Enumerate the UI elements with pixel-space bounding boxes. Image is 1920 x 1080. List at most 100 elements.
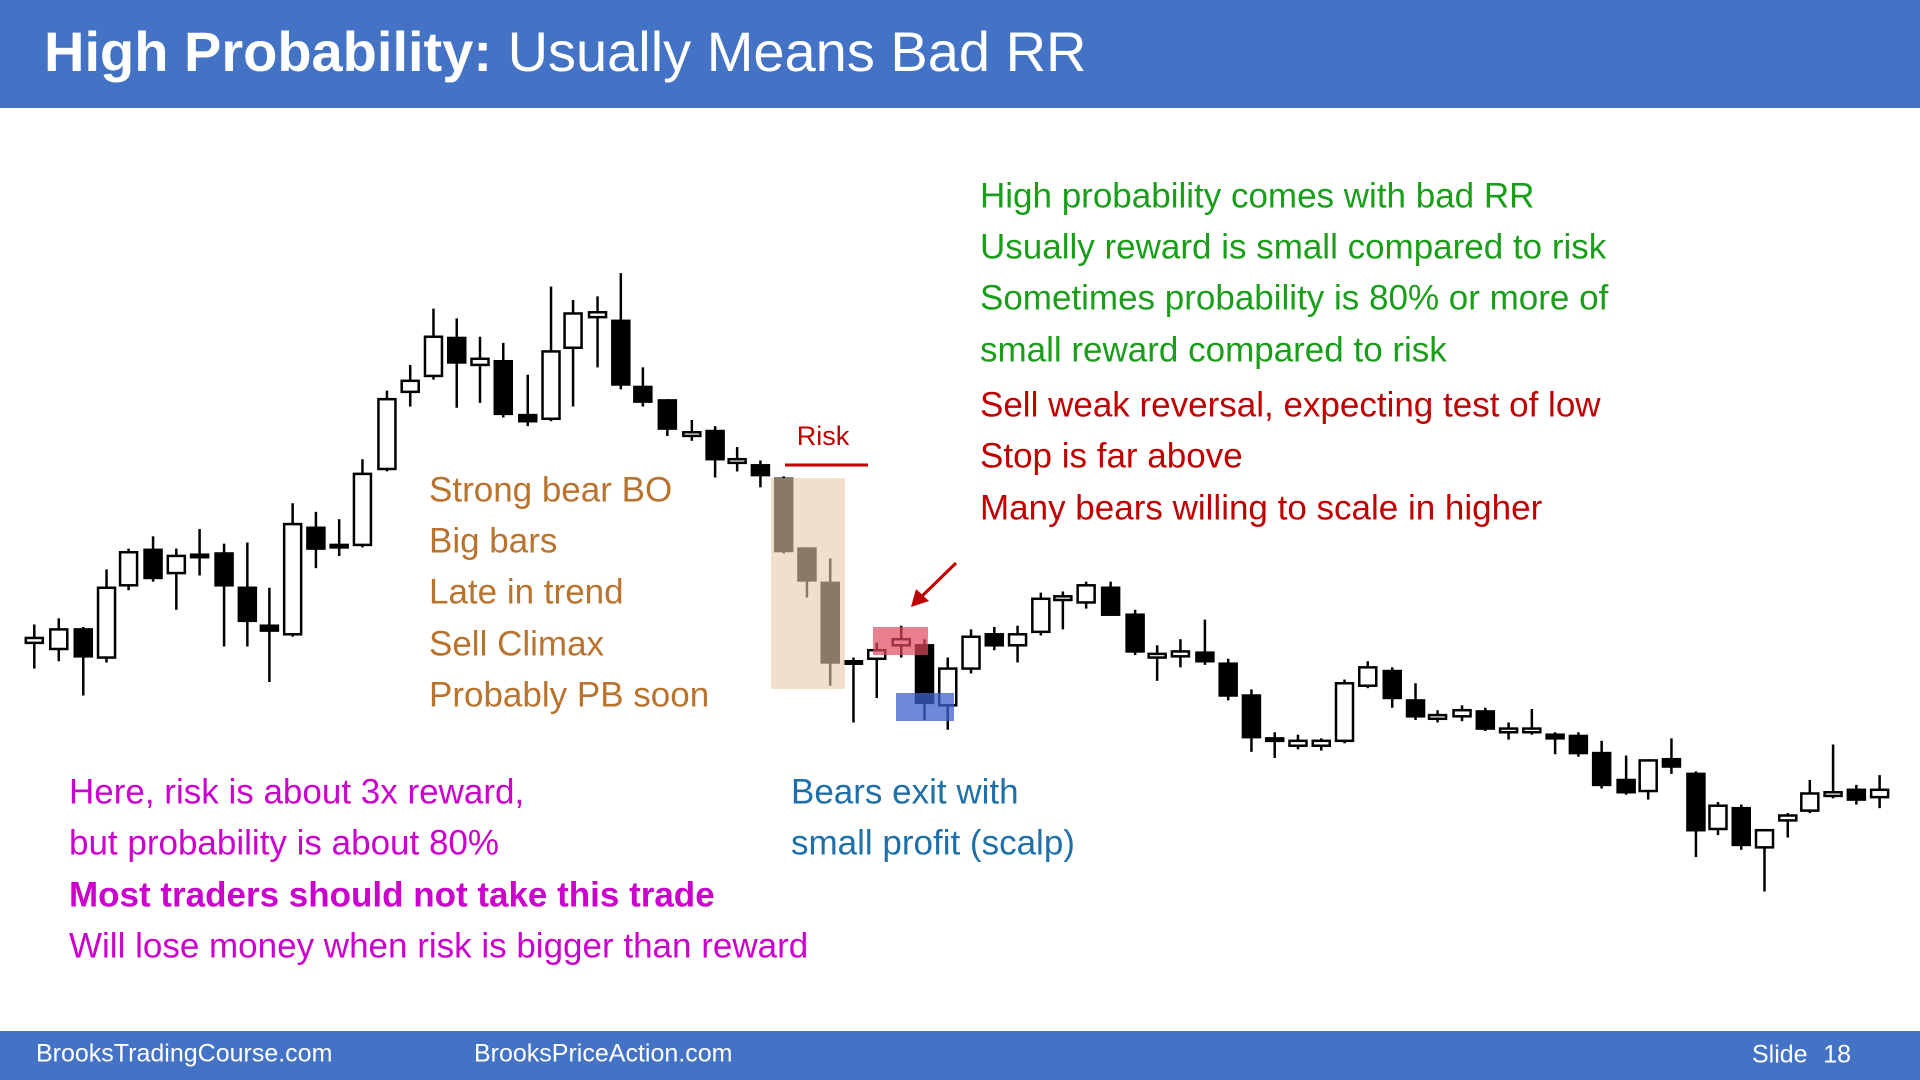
candle-body (657, 399, 678, 430)
exit-zone (896, 693, 954, 721)
candle-body (166, 554, 187, 575)
candle-body (633, 385, 653, 403)
candle-body (237, 586, 258, 623)
candle-body (1545, 733, 1565, 740)
candle-body (961, 635, 981, 670)
candle-body (96, 586, 117, 659)
candle-body (843, 659, 864, 665)
candle-body (1778, 814, 1798, 822)
candle-body (563, 312, 583, 350)
candle-body (352, 472, 373, 547)
candle-body (1731, 806, 1751, 847)
candle-body (446, 336, 467, 364)
candle-body (1661, 757, 1682, 768)
candle-body (1031, 597, 1051, 634)
candle-body (1218, 662, 1238, 697)
arrow (911, 561, 958, 607)
candle-body (1007, 633, 1028, 647)
candle-body (1288, 739, 1308, 747)
candle-body (750, 464, 771, 477)
candle-body (1264, 737, 1285, 743)
green-notes: High probability comes with bad RR Usual… (980, 176, 1609, 369)
candle-body (1427, 713, 1448, 721)
candle-body (1475, 710, 1496, 730)
candle-body (259, 624, 280, 632)
bear-bo-zone (771, 478, 845, 689)
candle-body (400, 379, 420, 394)
candle-body (1846, 788, 1867, 801)
title-rest: Usually Means Bad RR (508, 20, 1087, 83)
note: Sell Climax (429, 624, 605, 663)
candle-body (423, 335, 444, 378)
candle-body (49, 628, 69, 651)
slide-label: Slide (1752, 1041, 1808, 1069)
candle-body (1170, 650, 1191, 658)
note: Sometimes probability is 80% or more of (980, 278, 1609, 317)
slide-number: 18 (1823, 1041, 1851, 1069)
entry-zone (873, 627, 928, 655)
candle-body (705, 429, 725, 461)
risk-label: Risk (797, 421, 850, 451)
note: Usually reward is small compared to risk (980, 227, 1607, 266)
note: Big bars (429, 521, 557, 560)
blue-notes: Bears exit with small profit (scalp) (791, 772, 1075, 862)
footer-center: BrooksPriceAction.com (474, 1040, 732, 1068)
candle-body (377, 397, 397, 471)
candle-body (1616, 778, 1636, 794)
candle-body (1053, 595, 1073, 602)
brown-notes: Strong bear BO Big bars Late in trend Se… (429, 470, 709, 714)
candle-body (189, 553, 210, 559)
slide-title: High Probability: Usually Means Bad RR (44, 20, 1086, 83)
candle-body (1869, 788, 1890, 799)
note: small profit (scalp) (791, 823, 1075, 862)
candle-body (1358, 666, 1378, 687)
candle-body (24, 636, 45, 645)
candle-body (1823, 791, 1843, 798)
magenta-notes: Here, risk is about 3x reward, but proba… (69, 772, 808, 965)
candle-body (493, 359, 514, 416)
candle-body (1452, 708, 1472, 718)
candle-body (1147, 652, 1167, 659)
candle-body (1591, 751, 1612, 787)
red-notes: Sell weak reversal, expecting test of lo… (980, 385, 1601, 527)
candle-body (1405, 699, 1426, 718)
candle-body (1568, 734, 1589, 755)
note: Sell weak reversal, expecting test of lo… (980, 385, 1601, 424)
candle-body (1522, 727, 1542, 734)
candle-body (611, 319, 631, 386)
candle-body (1195, 651, 1215, 663)
candle-body (1311, 739, 1331, 747)
candle-body (282, 522, 303, 636)
candle-body (1708, 804, 1728, 831)
note-bold: Most traders should not take this trade (69, 875, 715, 914)
candle-body (118, 550, 139, 587)
note: Bears exit with (791, 772, 1019, 811)
note: Will lose money when risk is bigger than… (69, 926, 808, 965)
note: Strong bear BO (429, 470, 672, 509)
candle-body (587, 310, 608, 319)
candle-body (682, 430, 702, 438)
candle-body (541, 350, 561, 421)
note: High probability comes with bad RR (980, 176, 1534, 215)
candle-body (1754, 828, 1775, 849)
note: small reward compared to risk (980, 330, 1447, 369)
footer-bar (0, 1031, 1920, 1080)
candle-body (214, 552, 234, 587)
candle-body (1100, 586, 1121, 616)
candle-body (1498, 727, 1519, 734)
candle-body (470, 357, 490, 367)
note: Many bears willing to scale in higher (980, 488, 1543, 527)
candle-body (1800, 792, 1820, 812)
candle-body (1241, 694, 1262, 739)
title-bold: High Probability: (44, 20, 492, 83)
candle-body (1382, 669, 1403, 700)
candle-body (518, 413, 538, 423)
candle-body (1334, 682, 1355, 743)
note: Stop is far above (980, 436, 1243, 475)
header-bar (0, 0, 1920, 108)
note: Here, risk is about 3x reward, (69, 772, 524, 811)
note: but probability is about 80% (69, 823, 499, 862)
footer-left: BrooksTradingCourse.com (36, 1040, 332, 1068)
